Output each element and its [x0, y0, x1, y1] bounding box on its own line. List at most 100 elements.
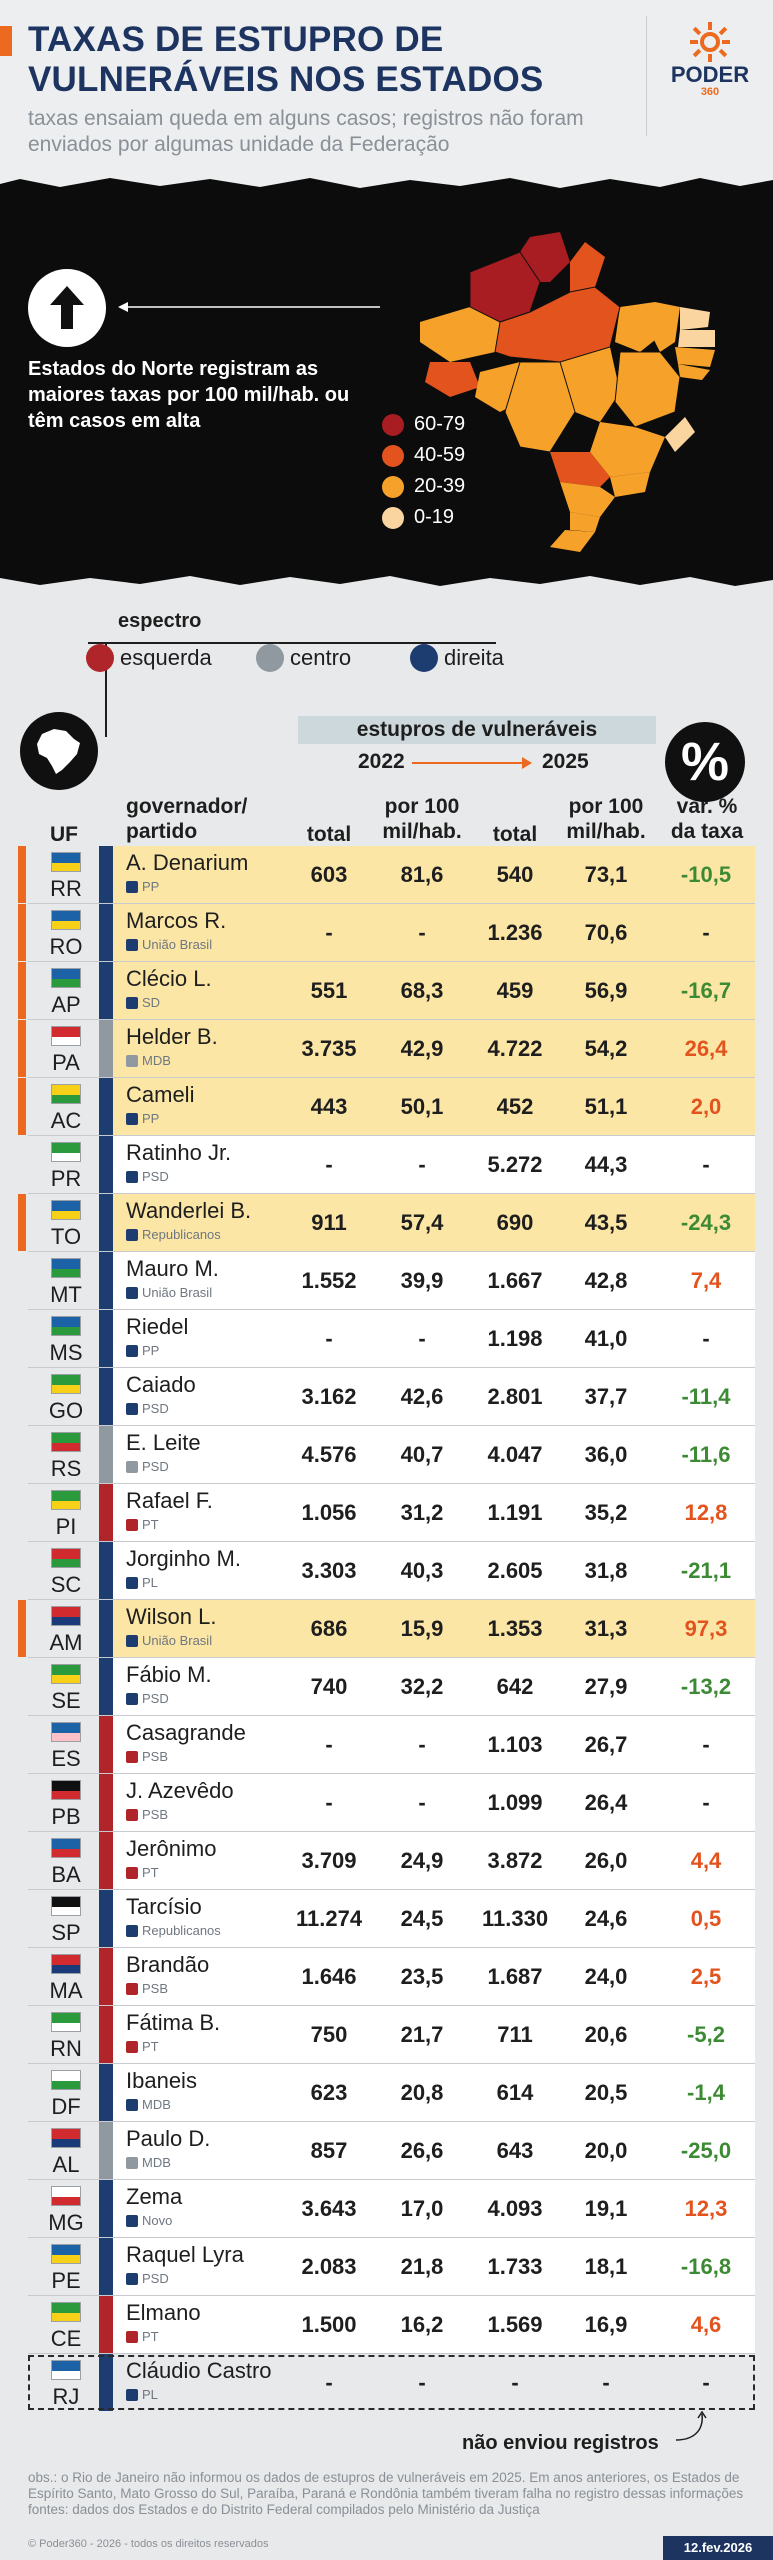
state-flag-icon — [51, 2128, 81, 2148]
party-name: PT — [142, 1865, 159, 1880]
row-background — [113, 1078, 755, 1135]
party-logo-icon — [126, 2331, 138, 2343]
cell-t22: 1.500 — [301, 2312, 357, 2337]
row-divider — [28, 1831, 755, 1832]
party-logo-icon — [126, 1403, 138, 1415]
spectrum-strip — [99, 904, 113, 961]
cell-t25: 1.687 — [487, 1964, 543, 1989]
table-row: PA Helder B. MDB 3.735 42,9 4.722 54,2 26,4 — [0, 1020, 773, 1078]
party-logo-icon — [126, 1287, 138, 1299]
table-row: RO Marcos R. União Brasil - - 1.236 70,6 - — [0, 904, 773, 962]
cell-r22: 20,8 — [400, 2080, 444, 2105]
cell-t22: 443 — [310, 1094, 348, 1119]
spectrum-strip — [99, 1484, 113, 1541]
row-background — [113, 1832, 755, 1889]
uf-code: PI — [55, 1514, 77, 1539]
governor-name: A. Denarium — [126, 850, 249, 875]
cell-variation: 4,4 — [690, 1848, 722, 1873]
row-background — [113, 1890, 755, 1947]
state-flag-icon — [51, 1664, 81, 1684]
cell-r22: 16,2 — [400, 2312, 444, 2337]
cell-r22: 23,5 — [400, 1964, 444, 1989]
table-row: DF Ibaneis MDB 623 20,8 614 20,5 -1,4 — [0, 2064, 773, 2122]
cell-r22: 26,6 — [400, 2138, 444, 2163]
col-header-total-2025: total — [492, 823, 538, 846]
row-background — [113, 904, 755, 961]
cell-t22: 3.735 — [301, 1036, 357, 1061]
uf-code: MT — [50, 1282, 82, 1307]
group-header-bar — [298, 716, 656, 744]
party-logo-icon — [126, 939, 138, 951]
logo-word: PODER — [670, 62, 750, 87]
uf-code: RS — [50, 1456, 82, 1481]
table-row: SE Fábio M. PSD 740 32,2 642 27,9 -13,2 — [0, 1658, 773, 1716]
state-flag-icon — [51, 1606, 81, 1626]
uf-code: MS — [49, 1340, 83, 1365]
party-logo-icon — [126, 1925, 138, 1937]
row-background — [113, 962, 755, 1019]
state-flag-icon — [51, 968, 81, 988]
governor-name: Jorginho M. — [126, 1546, 241, 1571]
cell-t22: 686 — [310, 1616, 348, 1641]
year-to: 2025 — [542, 750, 589, 773]
spectrum-strip — [99, 1890, 113, 1947]
cell-t25: 452 — [496, 1094, 534, 1119]
table-row: SP Tarcísio Republicanos 11.274 24,5 11.330 24… — [0, 1890, 773, 1948]
uf-code: ES — [51, 1746, 81, 1771]
cell-t25: 642 — [496, 1674, 534, 1699]
brazil-outline-icon — [37, 729, 80, 774]
row-background — [113, 846, 755, 903]
cell-r25: 51,1 — [584, 1094, 628, 1119]
cell-t22: 3.162 — [301, 1384, 357, 1409]
state-flag-icon — [51, 1838, 81, 1858]
cell-r25: 43,5 — [584, 1210, 628, 1235]
row-background — [113, 2006, 755, 2063]
party-name: União Brasil — [142, 1285, 213, 1300]
cell-t22: - — [325, 1790, 333, 1815]
governor-name: E. Leite — [126, 1430, 201, 1455]
spectrum-strip — [99, 1832, 113, 1889]
party-logo-icon — [126, 1809, 138, 1821]
cell-t22: - — [325, 2370, 333, 2395]
cell-r22: 24,9 — [400, 1848, 444, 1873]
cell-variation: -11,6 — [681, 1442, 731, 1467]
col-header-rate-2022: por 100 mil/hab. — [382, 795, 462, 843]
highlight-marker — [18, 1600, 26, 1657]
torn-edge-bottom — [0, 576, 773, 592]
cell-variation: -13,2 — [680, 1674, 732, 1699]
state-flag-icon — [51, 1780, 81, 1800]
party-name: PL — [142, 1575, 158, 1590]
cell-t25: 4.093 — [487, 2196, 543, 2221]
table-row: MA Brandão PSB 1.646 23,5 1.687 24,0 2,5 — [0, 1948, 773, 2006]
row-background — [113, 1252, 755, 1309]
spectrum-dot — [410, 644, 438, 672]
header: TAXAS DE ESTUPRO DE VULNERÁVEIS NOS ESTA… — [0, 0, 773, 172]
party-logo-icon — [126, 2099, 138, 2111]
party-name: União Brasil — [142, 937, 213, 952]
year-from: 2022 — [358, 750, 405, 773]
cell-r22: 24,5 — [400, 1906, 444, 1931]
map-legend: 60-79 40-59 20-39 0-19 — [382, 409, 465, 533]
cell-variation: -21,1 — [680, 1558, 732, 1583]
governor-name: Cameli — [126, 1082, 195, 1107]
spectrum-strip — [99, 2238, 113, 2295]
uf-code: MA — [49, 1978, 83, 2003]
cell-variation: 2,5 — [690, 1964, 722, 1989]
footnote-sources: fontes: dados dos Estados e do Distrito … — [28, 2502, 540, 2517]
spectrum-strip — [99, 1194, 113, 1251]
party-logo-icon — [126, 2041, 138, 2053]
cell-t25: 2.605 — [487, 1558, 543, 1583]
spectrum-strip — [99, 1542, 113, 1599]
row-divider — [28, 2295, 755, 2296]
row-background — [113, 1426, 755, 1483]
spectrum-title: espectro — [118, 610, 202, 632]
governor-name: Clécio L. — [126, 966, 212, 991]
party-name: PSB — [142, 1807, 169, 1822]
cell-t25: 1.353 — [487, 1616, 543, 1641]
spectrum-item-centro: centro — [256, 644, 351, 672]
legend-item: 40-59 — [382, 440, 465, 471]
cell-r22: - — [418, 1152, 426, 1177]
uf-code: SP — [51, 1920, 81, 1945]
cell-r25: 42,8 — [584, 1268, 628, 1293]
cell-t25: 2.801 — [487, 1384, 543, 1409]
